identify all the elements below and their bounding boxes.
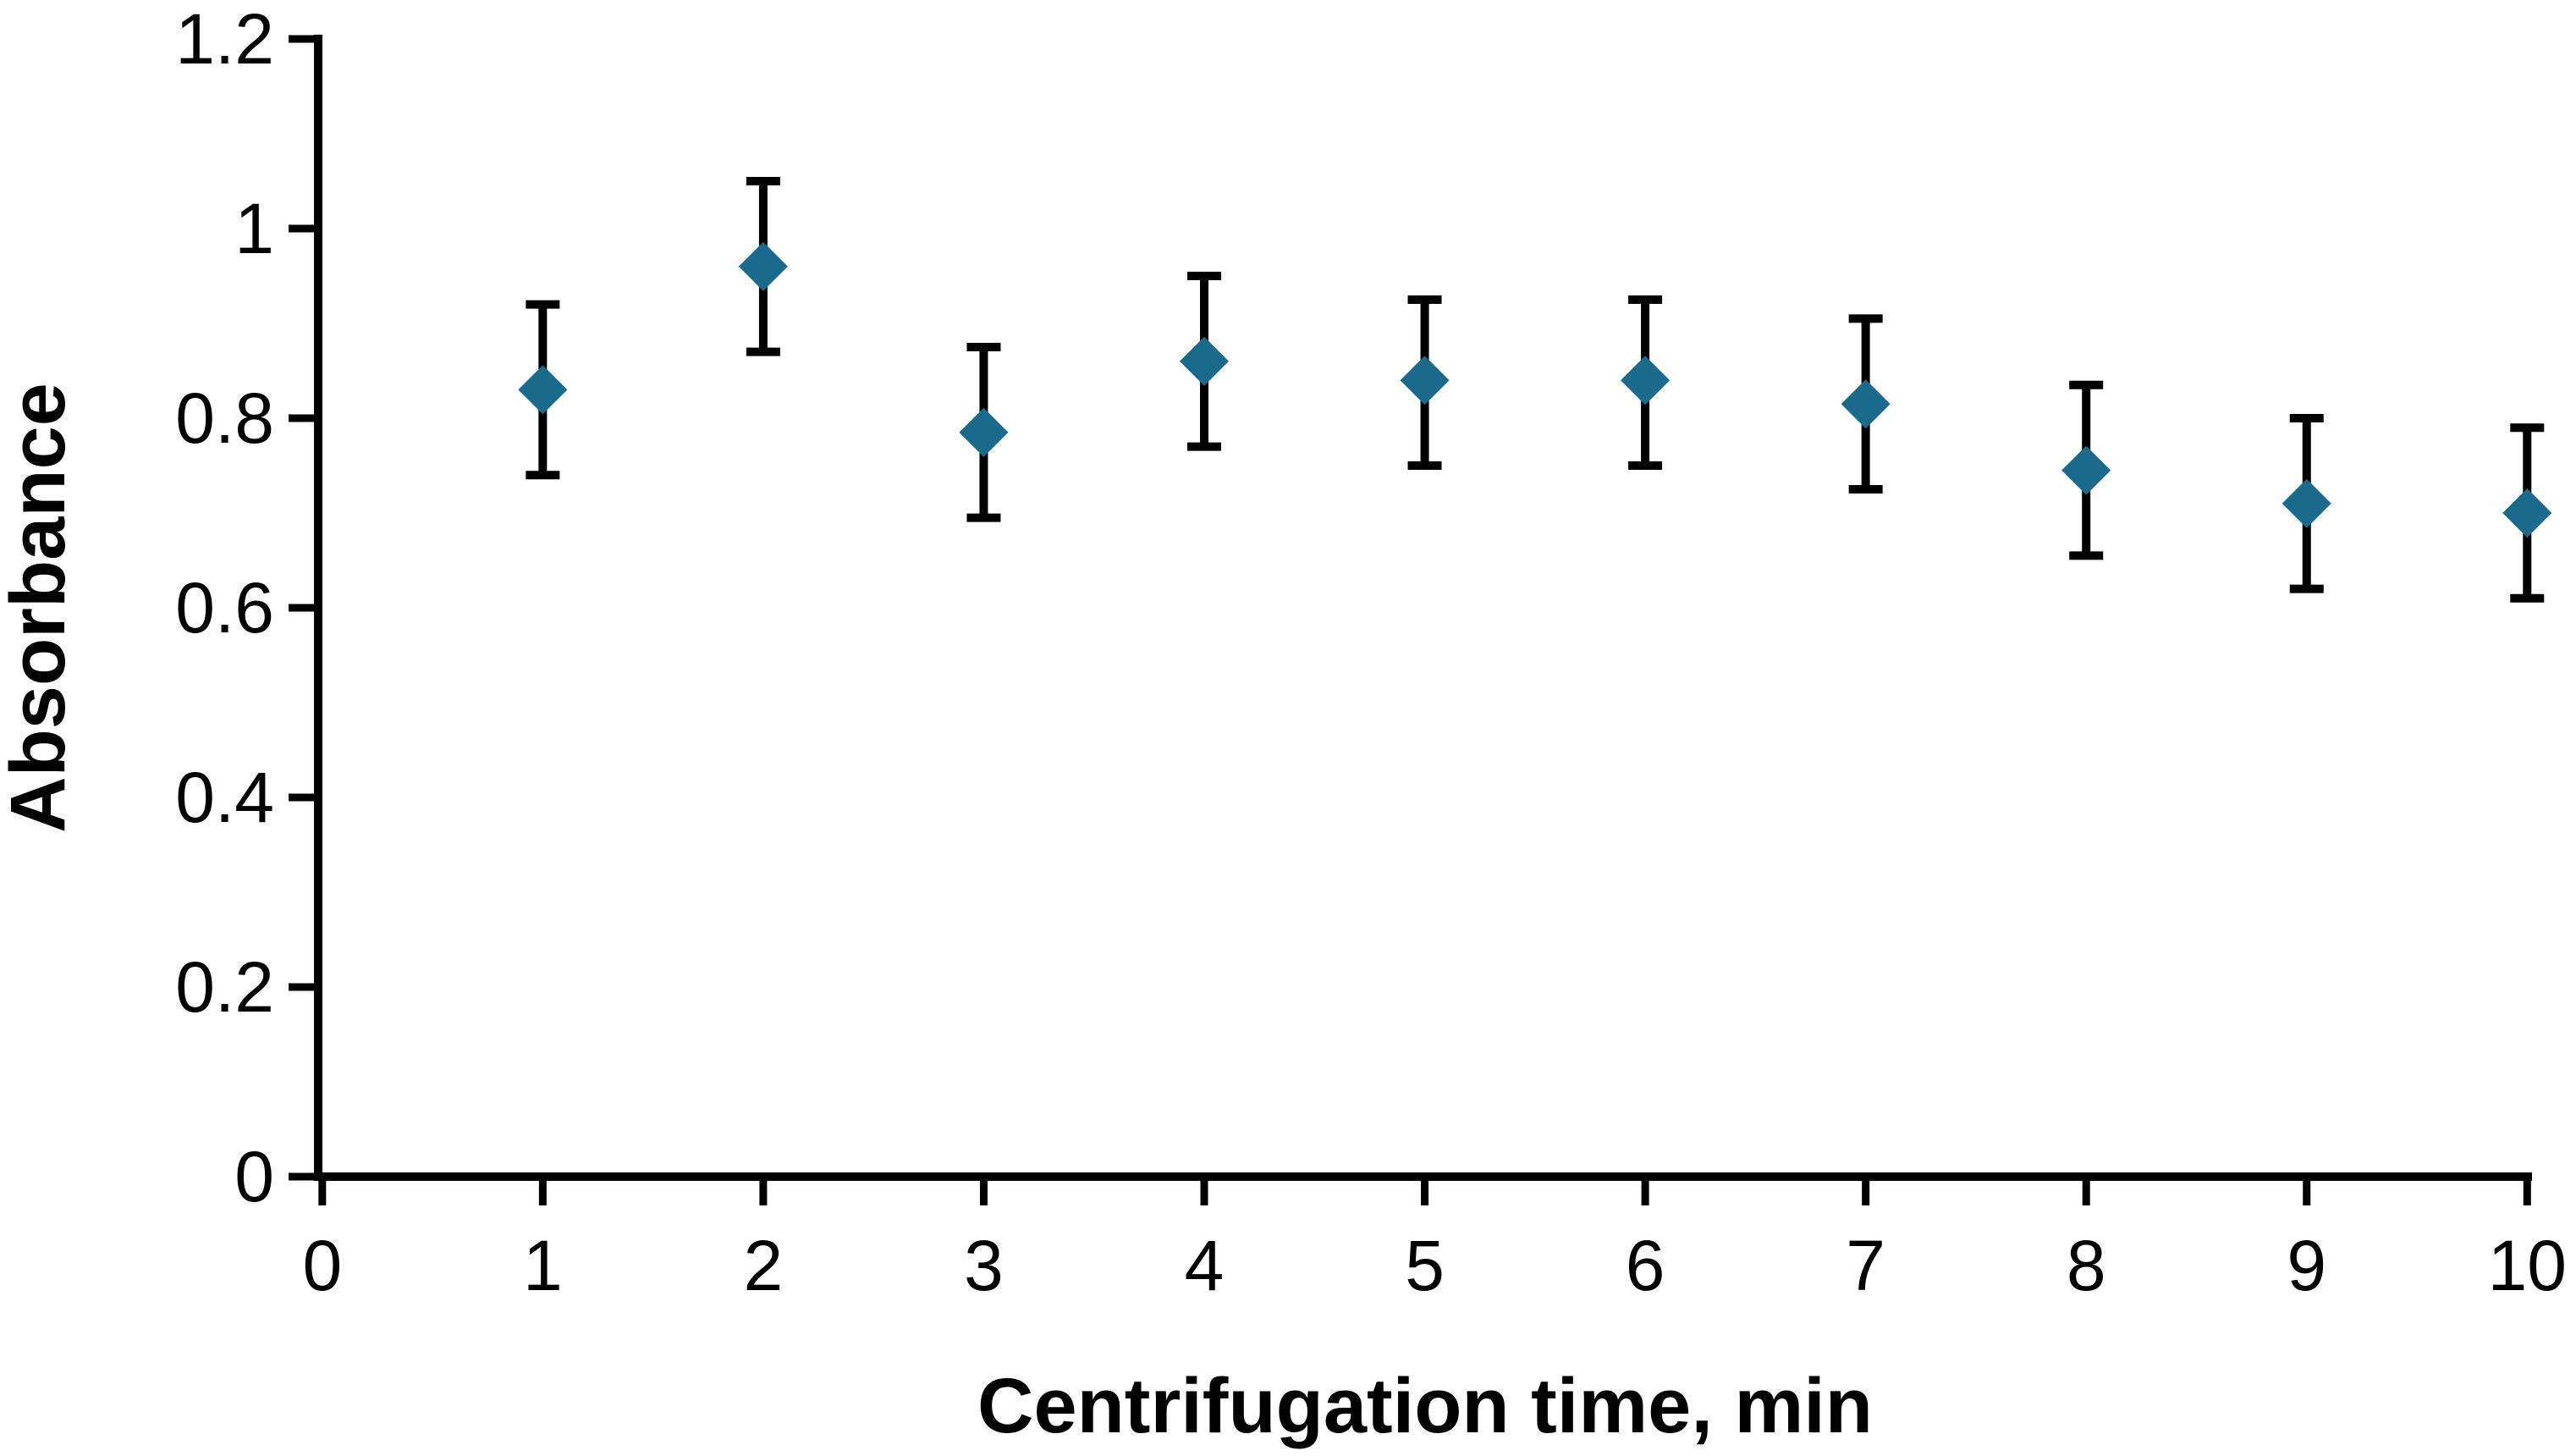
y-tick-label: 0 [234, 1137, 274, 1216]
y-tick-label: 0.8 [175, 378, 274, 458]
data-point-marker [1621, 356, 1671, 405]
axes [314, 35, 2532, 1181]
x-tick-label: 0 [302, 1226, 342, 1305]
x-axis-title: Centrifugation time, min [977, 1363, 1873, 1449]
axis-ticks [289, 35, 2531, 1205]
y-tick-label: 1.2 [175, 0, 274, 79]
data-point-marker [2502, 488, 2552, 538]
y-tick-label: 0.4 [175, 758, 274, 837]
x-tick-label: 10 [2488, 1226, 2567, 1305]
y-axis-title: Absorbance [0, 383, 81, 833]
y-tick-label: 0.2 [175, 947, 274, 1027]
axis-tick-labels: 0 0.2 0.4 0.6 0.8 1 1.2 0 1 2 3 4 5 6 7 8 9 10 [175, 0, 2567, 1305]
data-point-marker [2282, 478, 2331, 528]
x-tick-label: 3 [964, 1226, 1004, 1305]
x-tick-label: 6 [1626, 1226, 1665, 1305]
data-point-marker [1180, 336, 1229, 386]
x-tick-label: 7 [1846, 1226, 1885, 1305]
x-tick-label: 9 [2287, 1226, 2326, 1305]
data-point-marker [518, 365, 568, 415]
x-tick-label: 1 [523, 1226, 563, 1305]
data-point-marker [959, 407, 1009, 457]
data-point-marker [1400, 356, 1450, 405]
x-tick-label: 8 [2067, 1226, 2106, 1305]
data-point-marker [2061, 445, 2111, 495]
data-point-marker [738, 241, 788, 291]
y-tick-label: 1 [234, 189, 274, 268]
x-tick-label: 2 [744, 1226, 784, 1305]
x-tick-label: 5 [1405, 1226, 1445, 1305]
data-series [518, 177, 2552, 603]
x-tick-label: 4 [1185, 1226, 1225, 1305]
y-tick-label: 0.6 [175, 568, 274, 648]
data-point-marker [1841, 379, 1891, 429]
